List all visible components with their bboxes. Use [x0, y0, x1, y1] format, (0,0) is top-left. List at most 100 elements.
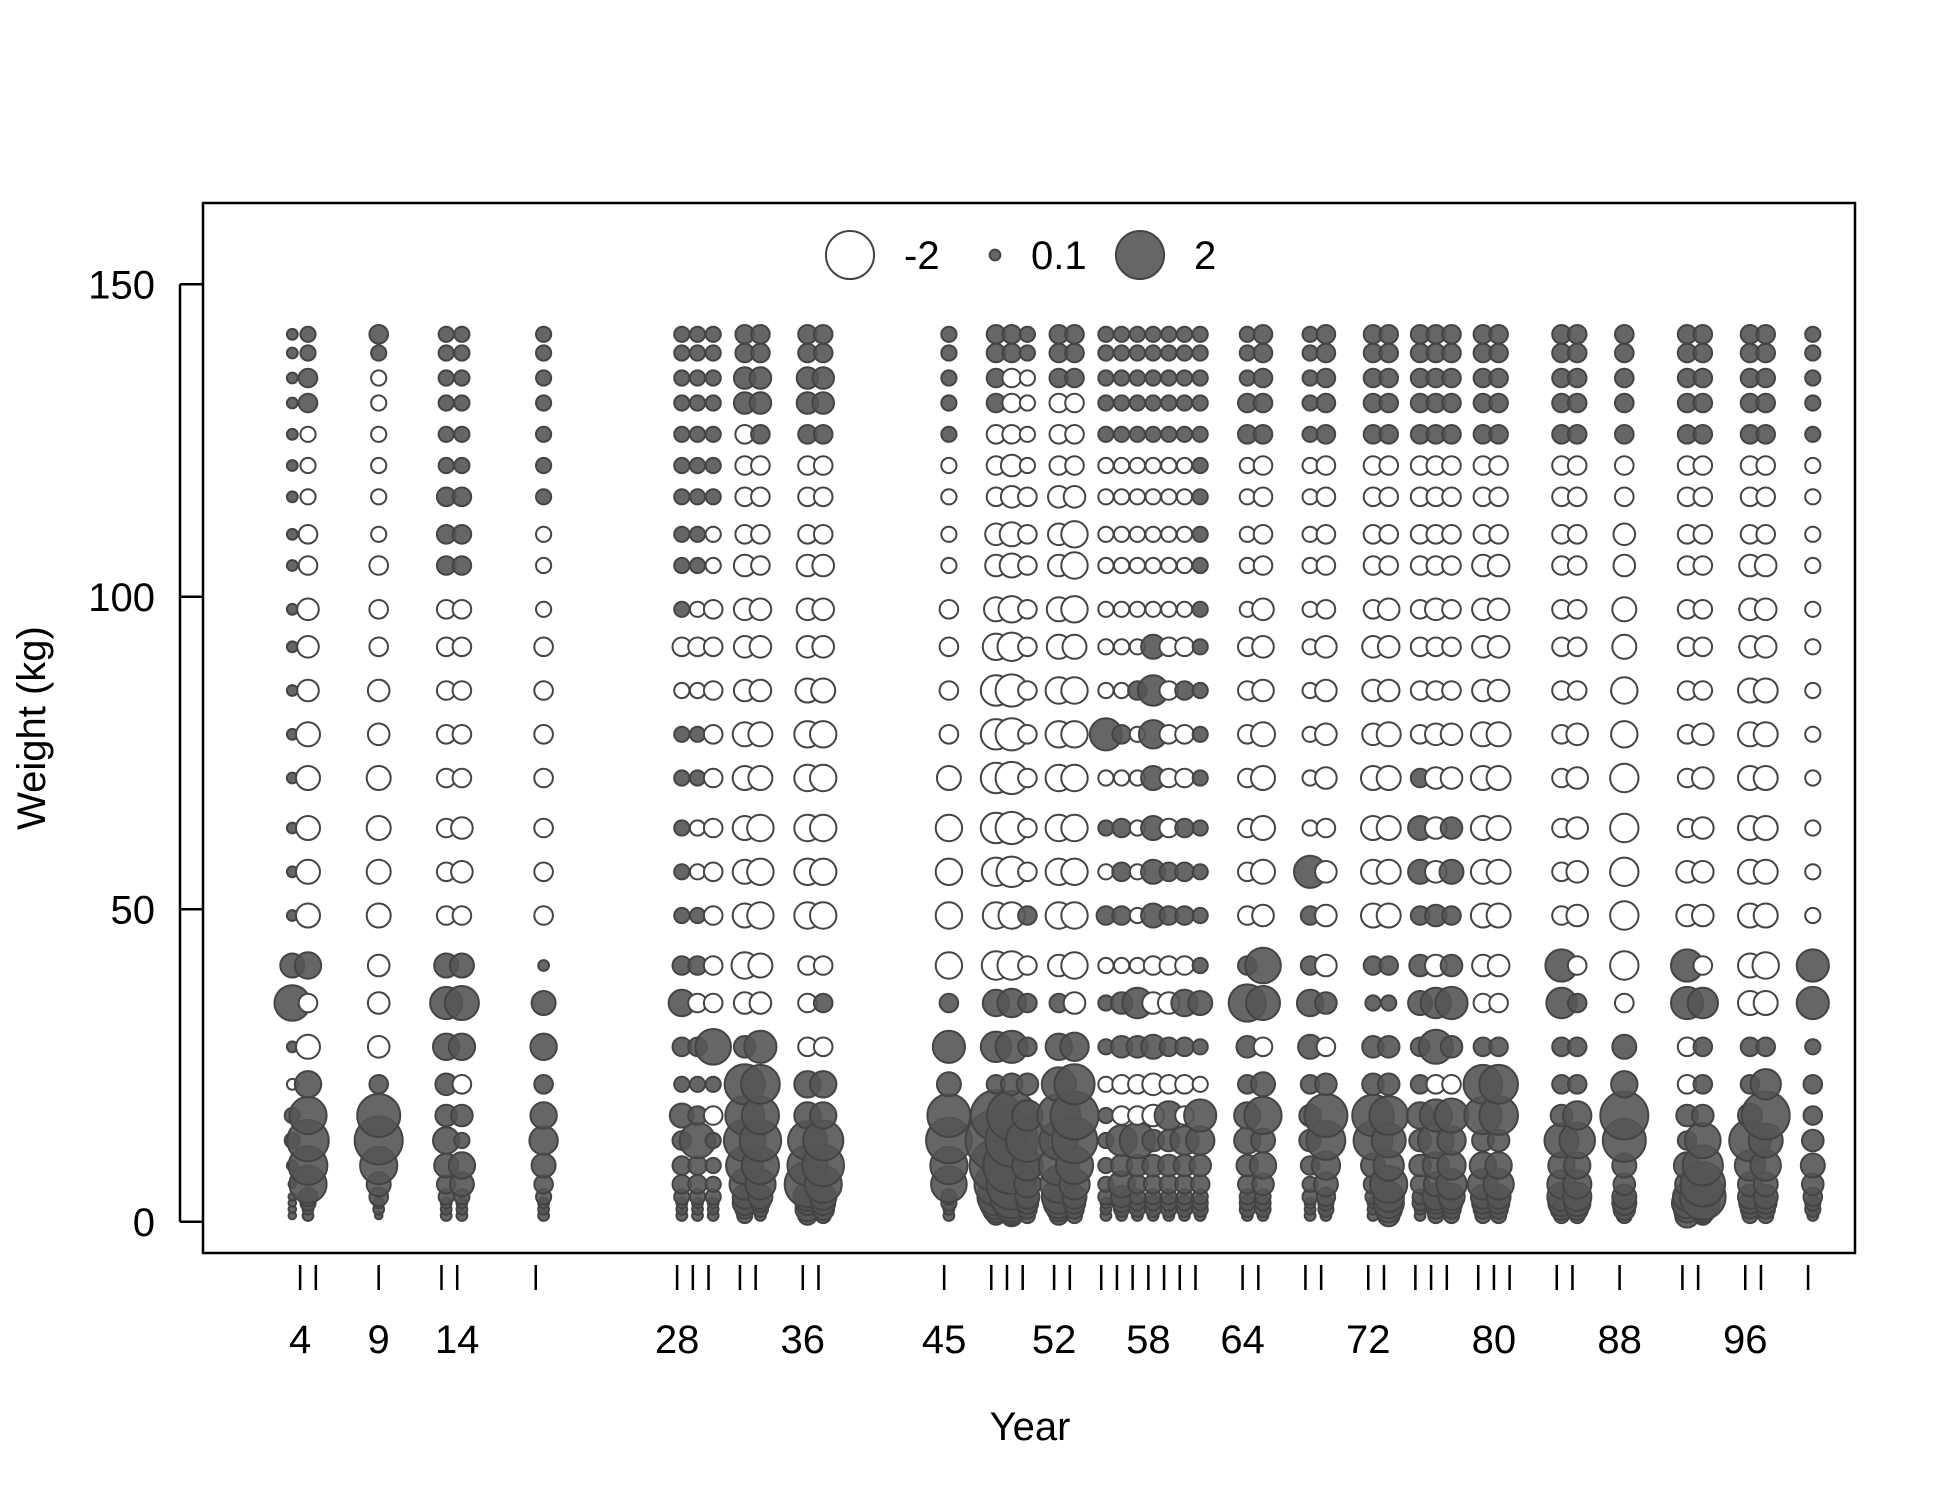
bubble-point [1566, 455, 1588, 476]
bubble-point [453, 325, 471, 343]
bubble-point [529, 1032, 558, 1062]
bubble-point [1376, 597, 1401, 622]
bubble-point [450, 1103, 474, 1128]
bubble-point [1804, 525, 1822, 543]
bubble-point [1441, 324, 1462, 345]
bubble-point [1378, 955, 1399, 976]
bubble-point [1252, 524, 1274, 545]
bubble-point [704, 369, 722, 387]
bubble-point [1097, 600, 1115, 618]
bubble-point [1175, 425, 1194, 443]
bubble-point [1691, 903, 1715, 928]
bubble-point [1160, 525, 1178, 543]
bubble-point [1191, 344, 1209, 362]
bubble-point [1160, 394, 1178, 412]
bubble-point [809, 1070, 838, 1099]
bubble-point [297, 524, 319, 545]
bubble-point [1097, 863, 1115, 881]
bubble-point [356, 1093, 402, 1138]
legend-label: -2 [904, 234, 940, 278]
bubble-point [1174, 817, 1195, 839]
bubble-point [1692, 392, 1714, 414]
bubble-point [1097, 556, 1115, 575]
bubble-point [1614, 992, 1635, 1014]
bubble-point [1315, 1036, 1337, 1058]
bubble-point [1804, 1038, 1822, 1056]
bubble-point [1238, 325, 1256, 343]
bubble-point [1692, 324, 1714, 345]
bubble-point [1565, 903, 1589, 928]
bubble-point [533, 905, 554, 926]
bubble-point [1191, 456, 1209, 475]
bubble-point [1752, 677, 1779, 704]
bubble-point [1378, 367, 1399, 389]
bubble-point [1097, 456, 1115, 475]
bubble-point [1315, 342, 1337, 364]
bubble-point [673, 456, 691, 475]
bubble-point [1097, 681, 1115, 700]
bubble-point [688, 681, 707, 700]
bubble-point [1488, 455, 1509, 476]
bubble-point [688, 525, 707, 543]
bubble-point [451, 724, 473, 745]
bubble-point [285, 527, 299, 541]
bubble-point [1749, 1068, 1782, 1101]
bubble-point [1684, 1121, 1722, 1160]
bubble-point [1485, 902, 1512, 929]
bubble-point [746, 813, 775, 843]
bubble-point [1752, 990, 1779, 1016]
bubble-point [750, 342, 771, 364]
bubble-point [1314, 991, 1338, 1015]
bubble-point [1692, 1036, 1714, 1058]
bubble-point [750, 555, 771, 576]
bubble-point [1565, 816, 1589, 840]
bubble-point [1488, 524, 1509, 545]
bubble-point [1488, 324, 1509, 345]
bubble-point [1128, 425, 1147, 443]
bubble-point [1018, 369, 1037, 387]
bubble-point [1018, 325, 1037, 343]
bubble-point [1111, 724, 1132, 745]
bubble-point [1001, 424, 1023, 445]
bubble-point [1314, 860, 1338, 884]
bubble-point [1191, 369, 1209, 387]
bubble-point [1364, 994, 1382, 1012]
bubble-point [1441, 555, 1462, 576]
bubble-point [1001, 342, 1023, 364]
bubble-point [1097, 488, 1115, 506]
bubble-point [1566, 599, 1588, 620]
bubble-point [1097, 956, 1115, 975]
bubble-point [1191, 906, 1209, 925]
bubble-point [1183, 1098, 1218, 1133]
bubble-point [1001, 324, 1023, 345]
bubble-point [1144, 488, 1162, 506]
bubble-point [1017, 1036, 1038, 1058]
bubble-point [1174, 636, 1195, 658]
bubble-point [1191, 600, 1209, 618]
bubble-point [450, 860, 474, 884]
bubble-point [299, 456, 317, 475]
bubble-point [673, 769, 691, 787]
bubble-point [1566, 680, 1588, 701]
bubble-point [1097, 525, 1115, 543]
bubble-point [940, 556, 958, 575]
bubble-point [1614, 324, 1635, 345]
bubble-point [1128, 556, 1147, 575]
bubble-point [366, 953, 391, 978]
bubble-point [1755, 524, 1776, 545]
bubble-point [1017, 817, 1038, 839]
bubble-point [285, 640, 299, 654]
bubble-point [1485, 721, 1512, 748]
bubble-point [1301, 556, 1319, 575]
bubble-point [1378, 424, 1399, 445]
bubble-point [447, 1032, 477, 1062]
bubble-point [533, 724, 554, 745]
bubble-point [437, 369, 455, 387]
bubble-point [1804, 456, 1822, 475]
bubble-point [1160, 456, 1178, 475]
bubble-point [1017, 680, 1038, 701]
bubble-point [746, 857, 775, 886]
bubble-point [1314, 678, 1338, 703]
legend: -2 0.1 2 [824, 229, 1216, 281]
bubble-point [1111, 905, 1132, 926]
